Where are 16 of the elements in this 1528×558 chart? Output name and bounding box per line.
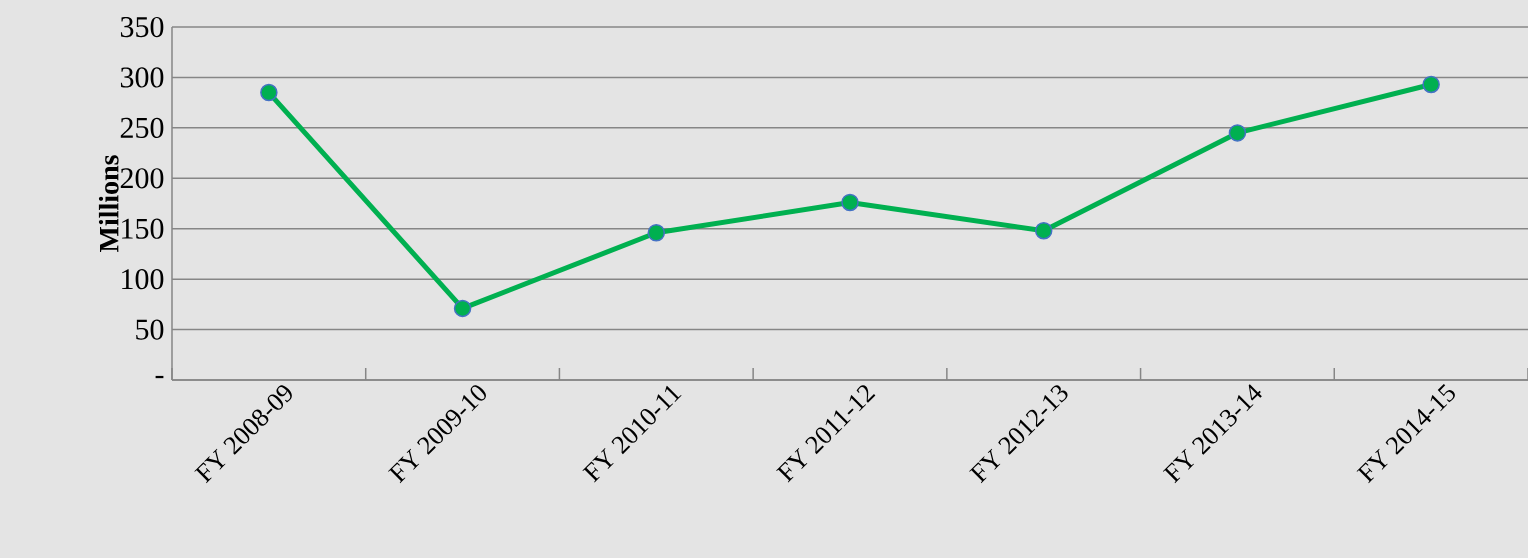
y-tick-label: -	[155, 375, 164, 379]
point	[260, 83, 278, 102]
y-tick-label: 200	[120, 168, 164, 189]
point	[1228, 124, 1247, 142]
y-tick-label: 150	[122, 218, 164, 239]
y-axis-title: Millions	[98, 155, 119, 253]
point	[841, 193, 859, 212]
y-tick-label: 350	[120, 16, 164, 38]
y-tick-label: 100	[122, 269, 164, 290]
y-tick-label: 250	[120, 117, 164, 138]
point	[1034, 221, 1053, 240]
y-tick-label: 50	[136, 319, 164, 340]
point	[453, 299, 472, 318]
point	[647, 224, 666, 242]
point	[1422, 75, 1440, 94]
y-tick-label: 300	[120, 67, 164, 88]
